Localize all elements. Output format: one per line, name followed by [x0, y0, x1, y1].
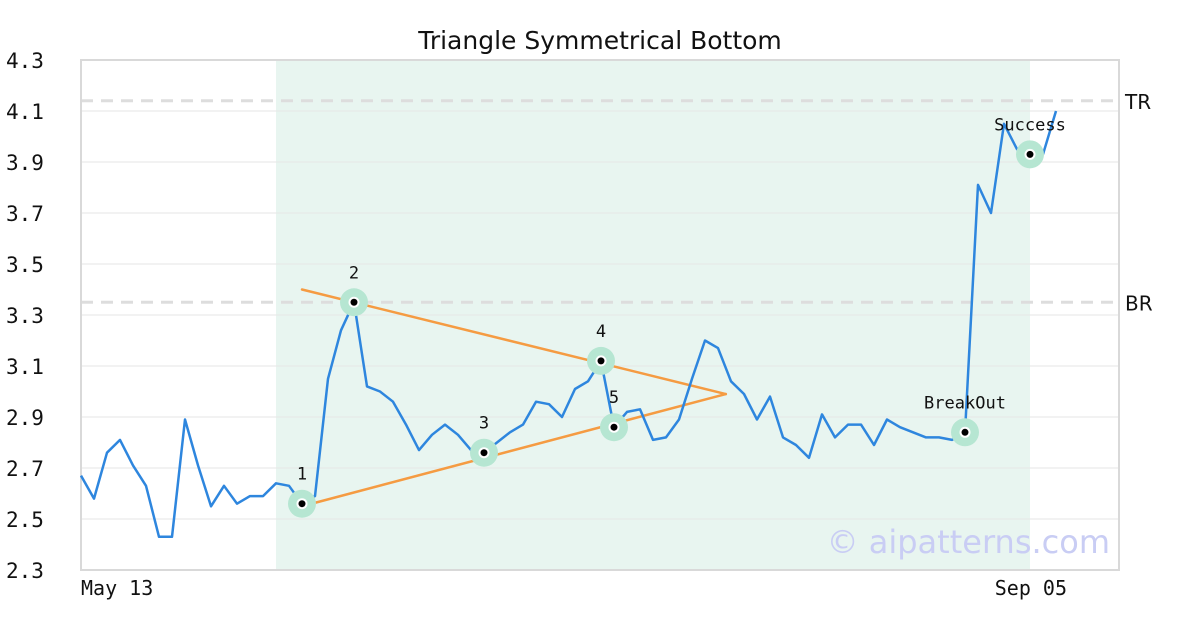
point-label: 1 [297, 465, 307, 485]
point-marker [961, 428, 969, 436]
point-label: 5 [609, 388, 619, 408]
y-tick-label: 3.5 [6, 253, 44, 277]
triangle-line [300, 288, 728, 396]
y-tick-label: 3.1 [6, 355, 44, 379]
y-tick-label: 2.3 [6, 559, 44, 583]
plot-frame [80, 59, 1120, 571]
x-tick-label: May 13 [81, 576, 153, 600]
y-tick-label: 2.5 [6, 508, 44, 532]
level-label: TR [1124, 90, 1151, 114]
y-tick-label: 2.9 [6, 406, 44, 430]
point-marker [350, 298, 358, 306]
y-tick-label: 4.1 [6, 100, 44, 124]
point-marker [298, 500, 306, 508]
x-tick-label: Sep 05 [995, 576, 1067, 600]
chart-title: Triangle Symmetrical Bottom [417, 26, 782, 55]
point-label: 2 [349, 263, 359, 283]
point-label: BreakOut [924, 393, 1006, 413]
point-marker [597, 357, 605, 365]
point-label: 4 [596, 322, 606, 342]
y-tick-label: 3.3 [6, 304, 44, 328]
y-tick-label: 2.7 [6, 457, 44, 481]
y-tick-label: 4.3 [6, 49, 44, 73]
level-label: BR [1125, 291, 1153, 315]
point-marker [1026, 150, 1034, 158]
point-label: Success [994, 115, 1066, 135]
price-line [79, 110, 1058, 539]
watermark: © aipatterns.com [827, 523, 1110, 561]
point-marker [480, 449, 488, 457]
triangle-line [300, 392, 728, 508]
point-label: 3 [479, 414, 489, 434]
y-tick-label: 3.7 [6, 202, 44, 226]
y-tick-label: 3.9 [6, 151, 44, 175]
point-marker [610, 423, 618, 431]
